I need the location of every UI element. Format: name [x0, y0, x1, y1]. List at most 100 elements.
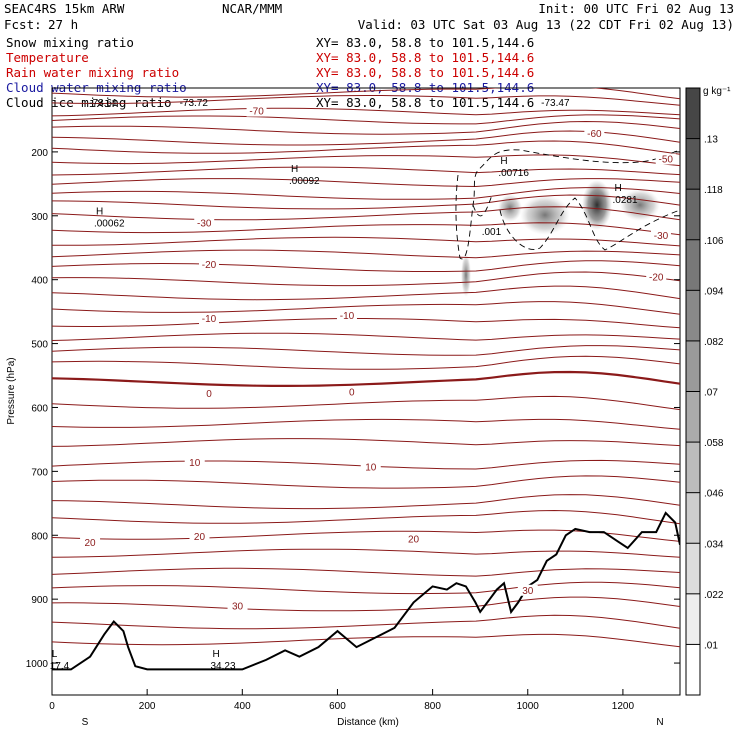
shade-blob	[620, 189, 660, 221]
colorbar-segment	[686, 543, 700, 594]
shade-blob	[461, 253, 471, 297]
shade-blob	[520, 195, 570, 235]
colorbar-segment	[686, 644, 700, 695]
colorbar-unit: g kg⁻¹	[703, 86, 731, 97]
contour-label: -20	[202, 260, 217, 271]
legend-entry-xy: XY= 83.0, 58.8 to 101.5,144.6	[316, 65, 534, 80]
contour-label: 20	[84, 538, 96, 549]
contour-label-bg	[655, 153, 676, 165]
y-tick-label: 400	[31, 276, 48, 287]
shade-blob	[582, 180, 612, 230]
isotherm-line	[52, 154, 680, 167]
colorbar-tick-label: .13	[704, 135, 718, 146]
extremum-value: .0281	[613, 195, 638, 206]
isotherm-line	[52, 301, 680, 315]
temperature-contours	[52, 88, 680, 648]
contour-label: 0	[349, 388, 355, 399]
contour-label: 20	[408, 535, 420, 546]
fcst-label: Fcst:	[4, 17, 42, 32]
y-tick-label: 500	[31, 340, 48, 351]
x-axis-label: Distance (km)	[337, 717, 399, 728]
extremum-value: 34.23	[211, 661, 236, 672]
extremum-value: -73.61	[89, 98, 118, 109]
isotherm-line	[52, 194, 680, 210]
isotherm-line	[52, 140, 680, 155]
contour-label: -30	[654, 231, 669, 242]
contour-label-bg	[80, 536, 101, 548]
colorbar-segment	[686, 442, 700, 493]
contour-label-bg	[403, 533, 424, 545]
y-tick-label: 200	[31, 148, 48, 159]
colorbar-segment	[686, 391, 700, 443]
contour-label-bg	[360, 461, 381, 473]
colorbar-segment	[686, 138, 700, 190]
extremum-letter: L	[52, 649, 58, 660]
isotherm-line	[52, 509, 680, 525]
isotherm-line	[52, 567, 680, 577]
colorbar-tick-label: .046	[704, 489, 724, 500]
x-axis: 0 200 400 600 800 1000 1200	[49, 689, 634, 712]
colorbar-tick-label: .01	[704, 640, 718, 651]
contour-label: -70	[249, 107, 264, 118]
contour-label-bg	[194, 217, 215, 229]
legend-entry-xy: XY= 83.0, 58.8 to 101.5,144.6	[316, 50, 534, 65]
contour-label-bg	[184, 456, 205, 468]
isotherm-line	[52, 395, 680, 411]
contour-labels: -70 -60 -50 -30 -30 -20 -20 -10 -10 0 0 10 10 20 20 20 3…	[50, 98, 676, 672]
isotherm-line	[52, 418, 680, 430]
field-legend: Snow mixing ratio XY= 83.0, 58.8 to 101.5…	[6, 35, 534, 110]
extremum-letter: H	[96, 207, 103, 218]
extremum-letter: H	[500, 156, 507, 167]
isotherm-line	[52, 178, 680, 188]
extremum-value: .00092	[289, 176, 320, 187]
isotherm-line	[52, 107, 680, 117]
x-tick-label: 600	[329, 701, 346, 712]
x-tick-label: 800	[424, 701, 441, 712]
contour-label: 0	[206, 389, 212, 400]
fcst-value: 27 h	[48, 17, 78, 32]
isotherm-line	[52, 475, 680, 489]
extremum-value: .00062	[94, 219, 125, 230]
contour-label-bg	[341, 386, 362, 398]
contour-label-bg	[584, 127, 605, 139]
isotherm-line	[52, 614, 680, 630]
colorbar-segment	[686, 290, 700, 341]
contour-label-bg	[189, 531, 210, 543]
isotherm-line	[52, 345, 680, 356]
x-tick-label: 400	[234, 701, 251, 712]
y-tick-label: 700	[31, 467, 48, 478]
y-tick-label: 1000	[26, 659, 49, 670]
contour-label: 30	[232, 602, 244, 613]
contour-label-bg	[336, 310, 357, 322]
colorbar-tick-label: .118	[704, 185, 723, 196]
isotherm-line	[52, 249, 680, 259]
org-label: NCAR/MMM	[222, 1, 282, 16]
isotherm-line	[52, 187, 680, 200]
plot-frame	[51, 87, 681, 696]
plot-area	[52, 88, 680, 671]
contour-label: 10	[189, 458, 201, 469]
isotherm-line	[52, 260, 680, 272]
isotherm-line	[52, 206, 680, 221]
shade-blob	[498, 194, 522, 222]
contour-label-bg	[517, 584, 538, 596]
contour-label-bg	[650, 230, 671, 242]
isotherm-line	[52, 494, 680, 510]
contour-label: -60	[587, 129, 602, 140]
isotherm-line	[52, 370, 680, 387]
x-end-left-label: S	[82, 717, 89, 728]
contour-label-bg	[246, 105, 267, 117]
extremum-letter: H	[213, 649, 220, 660]
isotherm-line	[52, 355, 680, 370]
colorbar-segment	[686, 239, 700, 291]
colorbar-tick-label: .106	[704, 236, 724, 247]
isotherm-line	[52, 529, 680, 542]
extremum-letter: H	[615, 183, 622, 194]
isotherm-line	[52, 236, 680, 247]
colorbar-segment	[686, 593, 700, 645]
legend-entry-xy: XY= 83.0, 58.8 to 101.5,144.6	[316, 95, 534, 110]
isotherm-line	[52, 88, 680, 100]
contour-label: -20	[649, 273, 664, 284]
colorbar-tick-label: .07	[704, 388, 718, 399]
